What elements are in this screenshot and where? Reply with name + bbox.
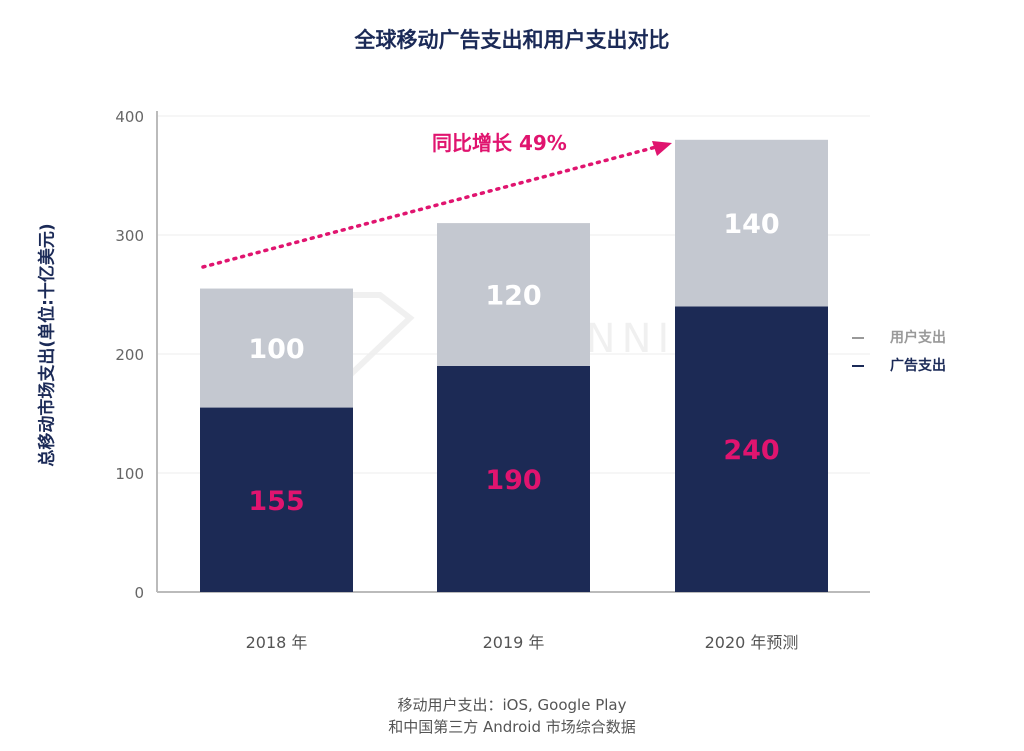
- y-tick-label: 400: [115, 108, 144, 126]
- data-label: 100: [248, 334, 304, 365]
- data-label: 190: [485, 465, 541, 496]
- x-tick-label: 2018 年: [246, 633, 308, 652]
- legend-label: 广告支出: [890, 358, 946, 374]
- annotation-text: 同比增长 49%: [432, 131, 567, 155]
- bar-user-spend: [675, 139, 828, 307]
- bar-user-spend: [437, 223, 590, 366]
- footnote-line-2: 和中国第三方 Android 市场综合数据: [388, 718, 636, 736]
- legend-swatch: [852, 337, 864, 339]
- y-tick-label: 0: [134, 584, 144, 602]
- bar-user-spend: [200, 288, 353, 408]
- arrowhead-icon: [652, 141, 672, 156]
- data-label: 155: [248, 486, 304, 517]
- legend-item-user-spend: 用户支出: [852, 327, 946, 347]
- bar-ad-spend: [437, 365, 590, 592]
- legend-item-ad-spend: 广告支出: [852, 355, 946, 375]
- bar-ad-spend: [675, 306, 828, 592]
- trend-arrow-line: [201, 144, 662, 269]
- data-label: 140: [723, 209, 779, 240]
- x-tick-label: 2019 年: [483, 633, 545, 652]
- data-label: 240: [723, 435, 779, 466]
- y-tick-label: 200: [115, 346, 144, 364]
- data-label: 120: [485, 281, 541, 312]
- bar-ad-spend: [200, 407, 353, 592]
- x-tick-label: 2020 年预测: [705, 633, 799, 652]
- y-tick-label: 300: [115, 227, 144, 245]
- footnote-line-1: 移动用户支出：iOS, Google Play: [397, 696, 627, 714]
- y-tick-label: 100: [115, 465, 144, 483]
- chart-title: 全球移动广告支出和用户支出对比: [354, 28, 670, 52]
- legend-swatch: [852, 365, 864, 367]
- legend-label: 用户支出: [890, 330, 946, 346]
